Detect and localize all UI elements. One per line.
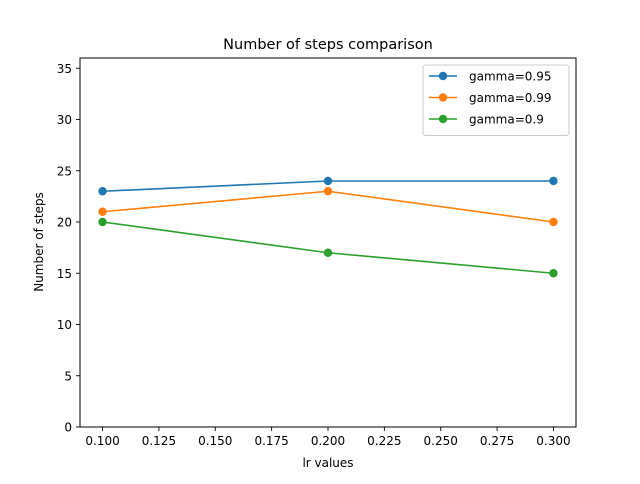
x-axis-label: lr values [302, 456, 353, 470]
plot-frame [79, 57, 577, 428]
legend-marker [438, 93, 448, 102]
y-tick-label: 25 [57, 164, 72, 178]
y-axis: 0 5 10 15 20 25 30 35 [57, 62, 80, 435]
data-point [98, 207, 107, 216]
y-tick-label: 20 [57, 216, 72, 230]
data-point [549, 176, 558, 186]
legend-label: gamma=0.99 [469, 91, 551, 105]
data-point [323, 187, 333, 196]
data-point [549, 269, 558, 278]
data-series [98, 176, 558, 278]
y-tick-label: 5 [64, 369, 72, 383]
y-axis-label: Number of steps [32, 192, 46, 292]
data-point [98, 217, 107, 227]
data-point [323, 248, 333, 257]
x-tick-label: 0.100 [85, 434, 119, 448]
x-tick-label: 0.300 [536, 434, 570, 448]
legend-label: gamma=0.9 [469, 113, 544, 127]
x-tick-label: 0.200 [311, 434, 345, 448]
x-tick-label: 0.225 [367, 434, 401, 448]
y-tick-label: 35 [57, 62, 72, 76]
legend-marker [438, 114, 448, 124]
y-tick-label: 15 [57, 267, 72, 281]
data-point [549, 217, 558, 227]
x-axis: 0.100 0.125 0.150 0.175 0.200 0.225 0.250 0.275… [85, 427, 571, 448]
data-point [98, 187, 107, 196]
x-tick-label: 0.275 [480, 434, 514, 448]
x-tick-label: 0.150 [198, 434, 232, 448]
legend: gamma=0.95 gamma=0.99 gamma=0.9 [422, 64, 570, 136]
y-tick-label: 30 [57, 113, 72, 127]
x-tick-label: 0.125 [142, 434, 176, 448]
legend-marker [438, 71, 448, 81]
legend-label: gamma=0.95 [469, 70, 551, 84]
y-tick-label: 10 [57, 318, 72, 332]
y-tick-label: 0 [64, 421, 72, 435]
chart-title: Number of steps comparison [223, 37, 433, 53]
data-point [323, 176, 333, 186]
x-tick-label: 0.175 [254, 434, 288, 448]
legend-box [422, 64, 570, 136]
x-tick-label: 0.250 [424, 434, 458, 448]
